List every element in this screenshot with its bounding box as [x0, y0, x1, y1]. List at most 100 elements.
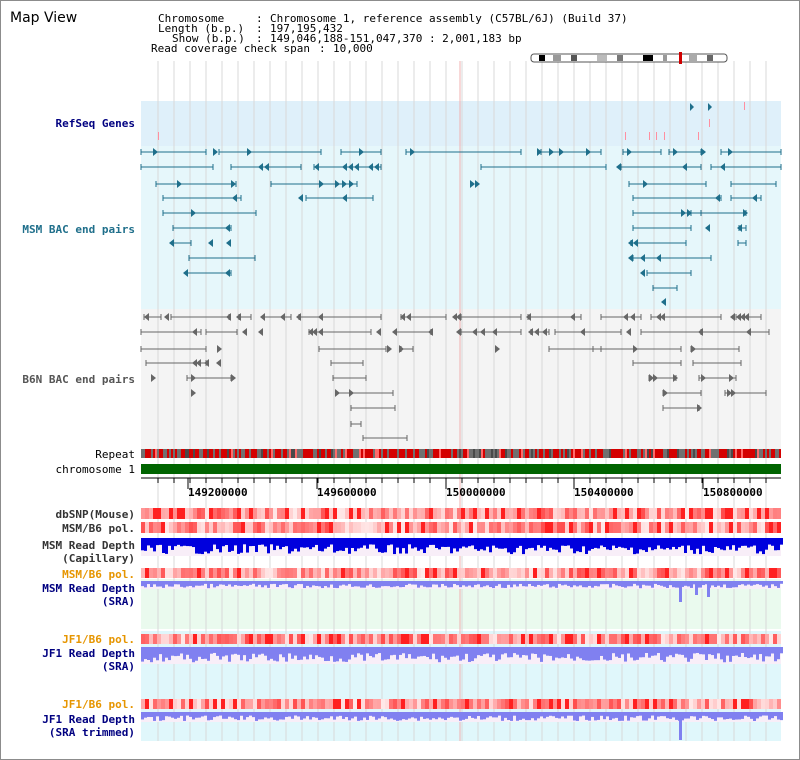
depth-bar — [144, 538, 147, 551]
depth-bar — [660, 712, 663, 717]
heat-cell — [521, 634, 525, 644]
depth-bar — [606, 647, 609, 661]
label-refseq-genes[interactable]: RefSeq Genes — [55, 117, 135, 130]
heat-cell — [293, 508, 297, 519]
repeat-cell — [755, 449, 757, 458]
label-jf1-b6-pol[interactable]: JF1/B6 pol. — [62, 633, 135, 646]
depth-bar — [471, 712, 474, 718]
depth-bar — [720, 538, 723, 550]
depth-bar — [189, 538, 192, 547]
heat-cell — [697, 699, 701, 709]
depth-bar — [579, 712, 582, 717]
gene-mark — [698, 132, 699, 140]
repeat-cell — [335, 449, 337, 458]
heat-cell — [405, 568, 409, 578]
depth-bar — [429, 712, 432, 720]
repeat-cell — [371, 449, 373, 458]
label-msm-b6-pol-2[interactable]: MSM/B6 pol. — [62, 568, 135, 581]
label-jf1-depth[interactable]: JF1 Read Depth — [42, 647, 135, 660]
heat-cell — [701, 634, 705, 644]
heat-cell — [697, 508, 701, 519]
repeat-cell — [215, 449, 217, 458]
heat-cell — [345, 699, 349, 709]
label-msm-bac[interactable]: MSM BAC end pairs — [22, 223, 135, 236]
repeat-cell — [433, 449, 435, 458]
depth-bar — [720, 712, 723, 718]
depth-bar — [654, 712, 657, 720]
depth-bar — [642, 647, 645, 658]
heat-cell — [201, 522, 205, 533]
heat-cell — [709, 568, 713, 578]
msm-arrow — [226, 239, 231, 247]
depth-bar — [696, 647, 699, 653]
depth-bar — [462, 538, 465, 547]
label-msm-b6-pol[interactable]: MSM/B6 pol. — [62, 522, 135, 535]
depth-bar — [498, 712, 501, 716]
heat-cell — [189, 522, 193, 533]
chromosome-bar — [141, 464, 781, 474]
heat-cell — [301, 568, 305, 578]
depth-bar — [693, 538, 696, 554]
depth-bar — [636, 712, 639, 717]
repeat-cell — [675, 449, 677, 458]
depth-bar — [744, 647, 747, 658]
depth-bar — [420, 712, 423, 717]
depth-bar — [279, 538, 282, 550]
ideogram-band — [663, 55, 667, 61]
heat-cell — [677, 508, 681, 519]
depth-bar — [357, 581, 360, 587]
heat-cell — [377, 699, 381, 709]
depth-bar — [408, 712, 411, 719]
heat-cell — [777, 634, 781, 644]
repeat-cell — [685, 449, 687, 458]
heat-cell — [693, 568, 697, 578]
repeat-cell — [745, 449, 747, 458]
label-msm-depth-sra[interactable]: MSM Read Depth — [42, 582, 135, 595]
label-jf1-b6-pol-2[interactable]: JF1/B6 pol. — [62, 698, 135, 711]
repeat-cell — [641, 449, 643, 458]
depth-bar — [618, 712, 621, 721]
repeat-cell — [573, 449, 575, 458]
repeat-cell — [539, 449, 541, 458]
repeat-cell — [717, 449, 719, 458]
msm-arrow — [153, 148, 158, 156]
heat-cell — [625, 508, 629, 519]
depth-bar — [345, 712, 348, 718]
heat-cell — [553, 522, 557, 533]
repeat-cell — [651, 449, 653, 458]
heat-cell — [289, 634, 293, 644]
msm-arrow — [225, 224, 230, 232]
depth-bar — [210, 538, 213, 552]
label-dbsnp[interactable]: dbSNP(Mouse) — [55, 508, 135, 521]
heat-cell — [453, 699, 457, 709]
depth-bar — [597, 712, 600, 720]
heat-cell — [257, 522, 261, 533]
b6n-arrow — [296, 313, 301, 321]
depth-bar — [336, 647, 339, 662]
repeat-cell — [537, 449, 539, 458]
heat-cell — [749, 699, 753, 709]
label-msm-depth-capillary[interactable]: MSM Read Depth — [42, 539, 135, 552]
depth-bar — [264, 647, 267, 656]
repeat-cell — [607, 449, 609, 458]
depth-bar — [735, 581, 738, 588]
heat-cell — [553, 508, 557, 519]
label-b6n-bac[interactable]: B6N BAC end pairs — [22, 373, 135, 386]
label-jf1-depth-trimmed[interactable]: JF1 Read Depth — [42, 713, 135, 726]
depth-bar — [765, 647, 768, 657]
heat-cell — [685, 699, 689, 709]
heat-cell — [613, 522, 617, 533]
depth-bar — [435, 712, 438, 720]
repeat-cell — [273, 449, 275, 458]
heat-cell — [717, 522, 721, 533]
depth-bar — [399, 581, 402, 588]
depth-bar — [468, 581, 471, 586]
depth-bar — [657, 647, 660, 654]
heat-cell — [417, 634, 421, 644]
heat-cell — [513, 634, 517, 644]
heat-cell — [569, 568, 573, 578]
depth-bar — [660, 581, 663, 586]
repeat-cell — [435, 449, 437, 458]
heat-cell — [721, 522, 725, 533]
depth-bar — [705, 581, 708, 585]
